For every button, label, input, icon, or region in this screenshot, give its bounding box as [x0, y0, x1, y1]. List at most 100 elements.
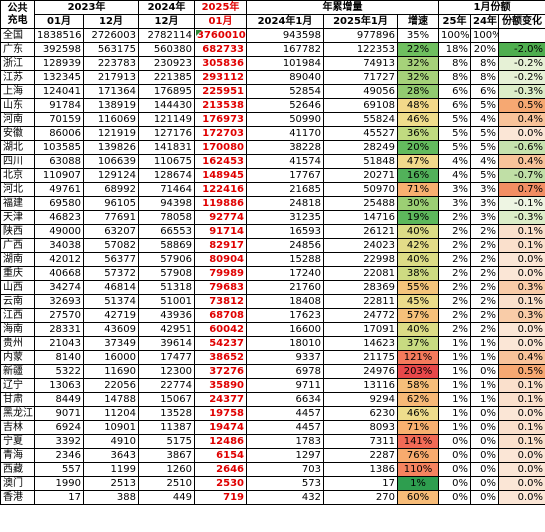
value-2024-m12: 3867: [138, 448, 195, 463]
value-2023-m01: 49000: [34, 224, 84, 239]
header-2023: 2023年: [34, 0, 139, 15]
value-ytd-2024: 41170: [246, 126, 324, 141]
growth-cell: 22%: [397, 42, 439, 57]
value-2023-m01: 49761: [34, 182, 84, 197]
value-2024-m12: 110675: [138, 154, 195, 169]
table-row: 广西 34038 57082 58869 82917 24856 24023 42% 2% 2% 0…: [0, 238, 545, 253]
share-24-cell: 5%: [470, 98, 499, 113]
share-change-cell: 0.7%: [497, 182, 545, 197]
value-ytd-2024: 18010: [246, 336, 324, 351]
value-ytd-2024: 943598: [246, 28, 324, 43]
value-ytd-2025: 17: [323, 476, 398, 491]
share-change-cell: -0.2%: [497, 56, 545, 71]
value-2024-m12: 2782114: [138, 28, 195, 43]
growth-cell: 71%: [397, 420, 439, 435]
value-2023-m12: 43609: [83, 322, 139, 337]
table-row: 浙江 128939 223783 230923 305836 101984 74913 32%…: [0, 56, 545, 71]
table-row: 安徽 86006 121919 127176 172703 41170 45527 36% 5%…: [0, 126, 545, 141]
growth-cell: 46%: [397, 112, 439, 127]
value-ytd-2025: 9294: [323, 392, 398, 407]
value-2023-m01: 8140: [34, 350, 84, 365]
value-ytd-2024: 89040: [246, 70, 324, 85]
header-2024-m12: 12月: [138, 14, 195, 29]
value-2024-m12: 128674: [138, 168, 195, 183]
share-change-cell: -0.3%: [497, 210, 545, 225]
value-2023-m12: 2726003: [83, 28, 139, 43]
value-2024-m12: 17477: [138, 350, 195, 365]
value-ytd-2025: 8093: [323, 420, 398, 435]
value-ytd-2024: 16593: [246, 224, 324, 239]
value-ytd-2024: 6978: [246, 364, 324, 379]
value-2025-m01: 54237: [194, 336, 247, 351]
value-2023-m12: 37349: [83, 336, 139, 351]
table-row: 云南 32693 51374 51001 73812 18408 22811 45% 2% 2% 0…: [0, 294, 545, 309]
value-2023-m12: 96105: [83, 196, 139, 211]
value-2023-m01: 392598: [34, 42, 84, 57]
share-25-cell: 4%: [438, 154, 471, 169]
value-2025-m01: 19474: [194, 420, 247, 435]
share-25-cell: 1%: [438, 378, 471, 393]
value-ytd-2024: 1783: [246, 434, 324, 449]
value-ytd-2025: 28369: [323, 280, 398, 295]
table-row: 吉林 6924 10901 11387 19474 4457 8093 71% 1% 0% 0.1%: [0, 420, 545, 435]
header-share-24: 24年: [470, 14, 499, 29]
share-24-cell: 1%: [470, 392, 499, 407]
value-2024-m12: 71464: [138, 182, 195, 197]
region-cell: 江西: [0, 308, 35, 323]
value-ytd-2025: 49056: [323, 84, 398, 99]
table-row: 全国 1838516 2726003 2782114 3760010 943598 9778…: [0, 28, 545, 43]
value-2023-m01: 9071: [34, 406, 84, 421]
growth-cell: 48%: [397, 98, 439, 113]
value-2023-m12: 388: [83, 490, 139, 505]
share-change-cell: 0.0%: [497, 252, 545, 267]
value-2023-m12: 11690: [83, 364, 139, 379]
growth-cell: 38%: [397, 266, 439, 281]
value-2023-m01: 13063: [34, 378, 84, 393]
value-2023-m12: 68992: [83, 182, 139, 197]
value-ytd-2024: 18408: [246, 294, 324, 309]
region-cell: 天津: [0, 210, 35, 225]
growth-cell: 47%: [397, 154, 439, 169]
value-2025-m01: 19758: [194, 406, 247, 421]
value-2025-m01: 80904: [194, 252, 247, 267]
share-25-cell: 3%: [438, 182, 471, 197]
value-ytd-2025: 69108: [323, 98, 398, 113]
value-2023-m01: 110907: [34, 168, 84, 183]
value-2025-m01: 122416: [194, 182, 247, 197]
value-2023-m01: 21043: [34, 336, 84, 351]
value-2024-m12: 66553: [138, 224, 195, 239]
header-growth: 增速: [397, 14, 439, 29]
value-2025-m01: 213538: [194, 98, 247, 113]
growth-cell: 46%: [397, 406, 439, 421]
value-ytd-2024: 432: [246, 490, 324, 505]
growth-cell: 110%: [397, 462, 439, 477]
region-cell: 广西: [0, 238, 35, 253]
value-ytd-2024: 50990: [246, 112, 324, 127]
value-2025-m01: 12486: [194, 434, 247, 449]
growth-cell: 19%: [397, 210, 439, 225]
value-2023-m12: 42719: [83, 308, 139, 323]
share-25-cell: 0%: [438, 448, 471, 463]
share-25-cell: 18%: [438, 42, 471, 57]
value-2025-m01: 2530: [194, 476, 247, 491]
value-2023-m01: 124041: [34, 84, 84, 99]
share-25-cell: 2%: [438, 224, 471, 239]
table-row: 西藏 557 1199 1260 2646 703 1386 110% 0% 0% 0.0%: [0, 462, 545, 477]
value-2025-m01: 162453: [194, 154, 247, 169]
share-24-cell: 2%: [470, 280, 499, 295]
share-25-cell: 0%: [438, 434, 471, 449]
table-row: 香港 17 388 449 719 432 270 60% 0% 0% 0.0%: [0, 490, 545, 505]
share-25-cell: 0%: [438, 490, 471, 505]
value-ytd-2025: 7311: [323, 434, 398, 449]
value-2024-m12: 78058: [138, 210, 195, 225]
region-cell: 新疆: [0, 364, 35, 379]
value-2023-m12: 63207: [83, 224, 139, 239]
value-ytd-2024: 4457: [246, 406, 324, 421]
value-ytd-2024: 1297: [246, 448, 324, 463]
header-ytd-2025: 2025年1月: [323, 14, 398, 29]
value-2023-m12: 16000: [83, 350, 139, 365]
share-24-cell: 0%: [470, 476, 499, 491]
share-25-cell: 8%: [438, 70, 471, 85]
value-ytd-2025: 24772: [323, 308, 398, 323]
value-2023-m01: 27570: [34, 308, 84, 323]
